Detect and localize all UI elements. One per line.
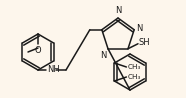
Text: N: N xyxy=(136,24,142,33)
Text: N: N xyxy=(100,51,106,60)
Text: SH: SH xyxy=(139,38,151,47)
Text: O: O xyxy=(35,45,41,54)
Text: NH: NH xyxy=(47,64,60,74)
Text: CH₃: CH₃ xyxy=(127,74,141,80)
Text: N: N xyxy=(115,6,121,15)
Text: CH₃: CH₃ xyxy=(127,64,141,70)
